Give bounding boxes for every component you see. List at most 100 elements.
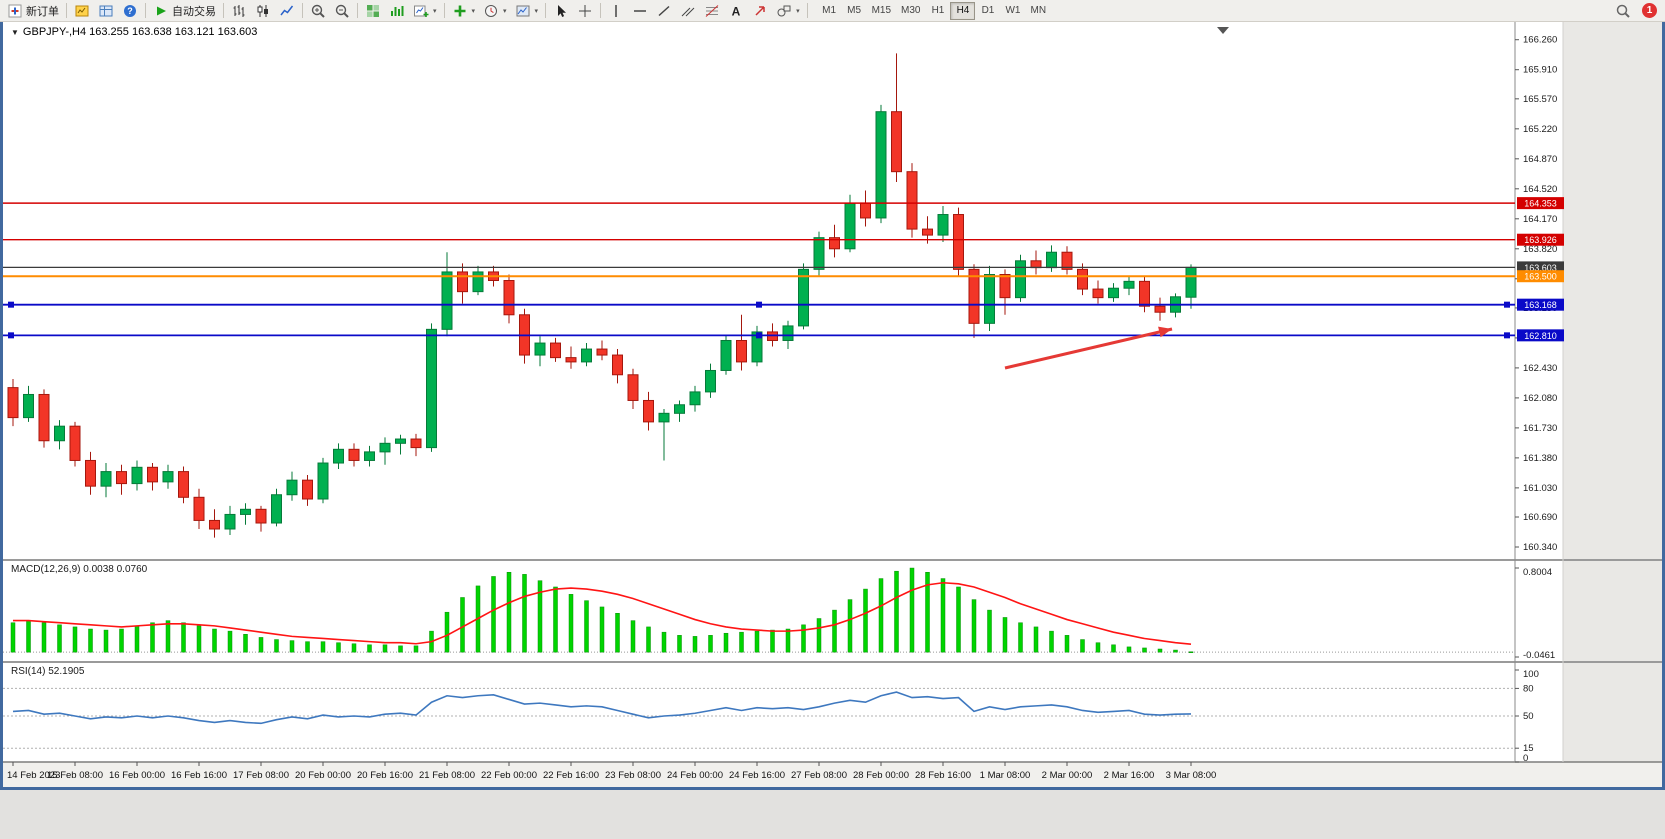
price-line-163.926[interactable]: 163.926	[3, 233, 1564, 246]
svg-text:162.430: 162.430	[1523, 363, 1557, 374]
timeframe-m30[interactable]: M30	[901, 5, 921, 16]
window-background	[0, 790, 1665, 839]
svg-text:160.340: 160.340	[1523, 542, 1557, 553]
svg-text:14 Feb 2023: 14 Feb 2023	[7, 770, 60, 781]
crosshair-tool-button[interactable]	[573, 1, 597, 21]
svg-text:2 Mar 16:00: 2 Mar 16:00	[1104, 770, 1155, 781]
add-indicator-dropdown[interactable]: ▾	[448, 1, 480, 21]
dropdown-arrow-icon: ▾	[534, 7, 539, 15]
zoom-in-button[interactable]	[306, 1, 330, 21]
help-icon: ?	[122, 3, 138, 19]
price-line-163.168[interactable]: 163.168	[3, 298, 1564, 311]
svg-text:0: 0	[1523, 753, 1528, 764]
svg-text:16 Feb 16:00: 16 Feb 16:00	[171, 770, 227, 781]
one-click-trading-icon[interactable]: ▼	[11, 27, 19, 37]
timeframe-m5[interactable]: M5	[847, 5, 862, 16]
crosshair-icon	[577, 3, 593, 19]
navigator-button[interactable]	[94, 1, 118, 21]
toolbar-separator	[443, 3, 445, 18]
chart-title-row: ▼ GBPJPY-,H4 163.255 163.638 163.121 163…	[11, 26, 257, 38]
vertical-line-tool[interactable]	[604, 1, 628, 21]
toolbar-separator	[545, 3, 547, 18]
bar-chart-button[interactable]	[227, 1, 251, 21]
rsi-indicator-label: RSI(14) 52.1905	[11, 666, 85, 677]
trendline-icon	[656, 3, 672, 19]
new-chart-dropdown[interactable]: ▾	[409, 1, 441, 21]
auto-trading-button[interactable]: 自动交易	[149, 1, 220, 21]
horizontal-line-icon	[632, 3, 648, 19]
new-order-button[interactable]: 新订单	[3, 1, 63, 21]
arrow-annotation[interactable]	[1004, 326, 1173, 370]
svg-text:?: ?	[127, 6, 133, 16]
rsi-pane: 100 80 50 150	[3, 669, 1539, 764]
help-button[interactable]: ?	[118, 1, 142, 21]
cursor-icon	[553, 3, 569, 19]
navigator-icon	[98, 3, 114, 19]
macd-indicator-label: MACD(12,26,9) 0.0038 0.0760	[11, 564, 148, 575]
search-button[interactable]	[1611, 1, 1635, 21]
notification-badge[interactable]: 1	[1642, 3, 1657, 18]
svg-text:15: 15	[1523, 743, 1534, 754]
price-line-163.500[interactable]: 163.500	[3, 270, 1564, 283]
price-line-162.810[interactable]: 162.810	[3, 329, 1564, 342]
fibonacci-tool[interactable]	[700, 1, 724, 21]
macd-pane: 0.8004 -0.0461	[3, 567, 1555, 661]
channel-icon	[680, 3, 696, 19]
timeframe-h4[interactable]: H4	[950, 1, 976, 20]
svg-text:162.810: 162.810	[1524, 331, 1557, 341]
chart-symbol-title: GBPJPY-,H4 163.255 163.638 163.121 163.6…	[22, 26, 258, 38]
zoom-out-icon	[334, 3, 350, 19]
price-chart-canvas[interactable]: 166.260 165.910 165.570 165.220 164.870 164.5…	[3, 22, 1662, 787]
svg-text:16 Feb 00:00: 16 Feb 00:00	[109, 770, 165, 781]
timeframe-m15[interactable]: M15	[871, 5, 892, 16]
cursor-tool-button[interactable]	[549, 1, 573, 21]
svg-text:-0.0461: -0.0461	[1523, 650, 1555, 661]
zoom-out-button[interactable]	[330, 1, 354, 21]
tile-windows-button[interactable]	[361, 1, 385, 21]
dropdown-arrow-icon: ▾	[471, 7, 476, 15]
svg-text:160.690: 160.690	[1523, 512, 1557, 523]
timeframe-d1[interactable]: D1	[981, 5, 995, 16]
text-tool-icon: A	[728, 3, 744, 19]
svg-text:28 Feb 00:00: 28 Feb 00:00	[853, 770, 909, 781]
svg-text:80: 80	[1523, 683, 1534, 694]
shapes-icon	[776, 3, 792, 19]
timeframe-mn[interactable]: MN	[1030, 5, 1047, 16]
svg-text:28 Feb 16:00: 28 Feb 16:00	[915, 770, 971, 781]
data-window-button[interactable]	[70, 1, 94, 21]
svg-text:163.603: 163.603	[1524, 263, 1557, 273]
timeframe-w1[interactable]: W1	[1005, 5, 1021, 16]
price-line-164.353[interactable]: 164.353	[3, 197, 1564, 210]
text-tool[interactable]: A	[724, 1, 748, 21]
svg-text:162.080: 162.080	[1523, 393, 1557, 404]
period-dropdown[interactable]: ▾	[479, 1, 511, 21]
indicator-list-button[interactable]	[385, 1, 409, 21]
timeframe-m1[interactable]: M1	[822, 5, 837, 16]
candlestick-chart-button[interactable]	[251, 1, 275, 21]
svg-text:165.910: 165.910	[1523, 65, 1557, 76]
svg-text:27 Feb 08:00: 27 Feb 08:00	[791, 770, 847, 781]
channel-tool[interactable]	[676, 1, 700, 21]
trendline-tool[interactable]	[652, 1, 676, 21]
svg-text:161.380: 161.380	[1523, 453, 1557, 464]
svg-text:17 Feb 08:00: 17 Feb 08:00	[233, 770, 289, 781]
dropdown-arrow-icon: ▾	[503, 7, 507, 15]
toolbar-separator	[600, 3, 602, 18]
shapes-dropdown[interactable]: ▾	[772, 1, 804, 21]
svg-text:0.8004: 0.8004	[1523, 567, 1552, 578]
clock-icon	[483, 3, 499, 19]
svg-text:165.570: 165.570	[1523, 94, 1557, 105]
line-chart-button[interactable]	[275, 1, 299, 21]
timeframe-group: M1 M5 M15 M30 H1 H4 D1 W1 MN	[817, 1, 1051, 20]
svg-text:166.260: 166.260	[1523, 35, 1557, 46]
svg-text:15 Feb 08:00: 15 Feb 08:00	[47, 770, 103, 781]
timeframe-h1[interactable]: H1	[931, 5, 945, 16]
svg-text:164.520: 164.520	[1523, 184, 1557, 195]
add-indicator-icon	[452, 3, 468, 19]
arrow-tool[interactable]	[748, 1, 772, 21]
horizontal-line-tool[interactable]	[628, 1, 652, 21]
svg-text:163.500: 163.500	[1524, 272, 1557, 282]
template-dropdown[interactable]: ▾	[511, 1, 543, 21]
